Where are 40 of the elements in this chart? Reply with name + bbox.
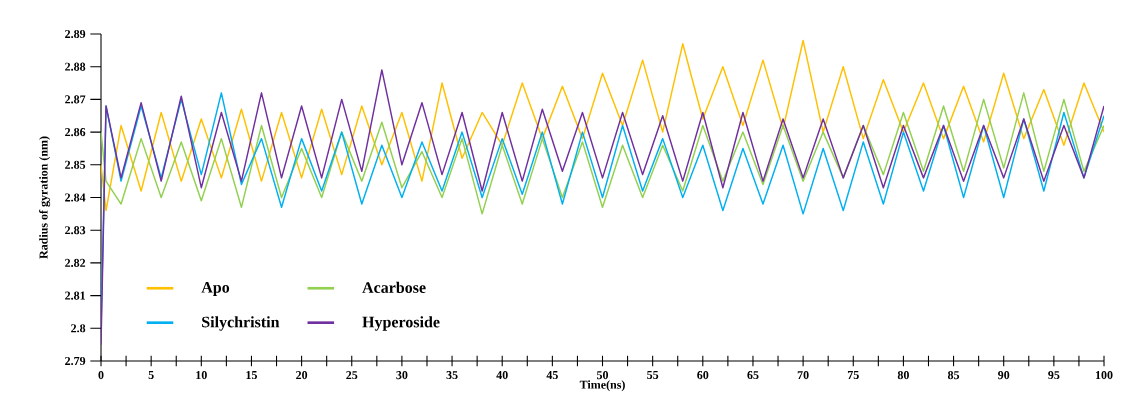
y-tick-label: 2.87 bbox=[65, 95, 86, 104]
x-tick-label: 90 bbox=[998, 371, 1010, 380]
y-tick-label: 2.81 bbox=[65, 291, 85, 300]
x-tick-label: 25 bbox=[346, 371, 358, 380]
x-tick-label: 65 bbox=[747, 371, 759, 380]
x-tick-label: 50 bbox=[596, 371, 609, 380]
y-tick-label: 2.79 bbox=[65, 356, 86, 366]
x-axis-title: Time(ns) bbox=[579, 380, 625, 392]
y-axis-title: Radius of gyration (nm) bbox=[39, 136, 51, 259]
x-tick-label: 60 bbox=[697, 371, 709, 380]
legend-label: Acarbose bbox=[362, 281, 426, 293]
y-tick-label: 2.85 bbox=[65, 160, 86, 169]
y-tick-label: 2.83 bbox=[65, 226, 86, 235]
y-tick-label: 2.88 bbox=[65, 62, 86, 71]
x-tick-label: 100 bbox=[1095, 371, 1113, 380]
x-tick-label: 10 bbox=[196, 371, 207, 380]
x-tick-label: 35 bbox=[446, 371, 458, 380]
legend-label: Silychristin bbox=[202, 316, 280, 331]
x-tick-label: 40 bbox=[496, 371, 508, 380]
legend-label: Hyperoside bbox=[362, 316, 440, 331]
x-tick-label: 70 bbox=[797, 371, 809, 380]
line-series bbox=[101, 39, 1105, 212]
line-series bbox=[101, 92, 1105, 215]
x-tick-label: 45 bbox=[546, 371, 558, 380]
y-tick-label: 2.8 bbox=[71, 324, 86, 333]
y-tick-label: 2.84 bbox=[65, 193, 86, 202]
y-tick-label: 2.89 bbox=[65, 29, 86, 39]
x-tick-label: 20 bbox=[296, 371, 308, 380]
legend-label: Apo bbox=[201, 281, 230, 296]
x-tick-label: 85 bbox=[947, 371, 960, 380]
x-tick-label: 95 bbox=[1048, 371, 1060, 380]
x-tick-label: 5 bbox=[148, 371, 154, 380]
x-tick-label: 80 bbox=[897, 371, 909, 380]
x-tick-label: 0 bbox=[98, 371, 104, 380]
x-tick-label: 55 bbox=[647, 371, 659, 380]
x-tick-label: 30 bbox=[396, 371, 408, 380]
x-tick-label: 75 bbox=[847, 371, 859, 380]
x-tick-label: 15 bbox=[246, 371, 258, 380]
y-tick-label: 2.86 bbox=[65, 128, 86, 137]
y-tick-label: 2.82 bbox=[65, 258, 86, 267]
